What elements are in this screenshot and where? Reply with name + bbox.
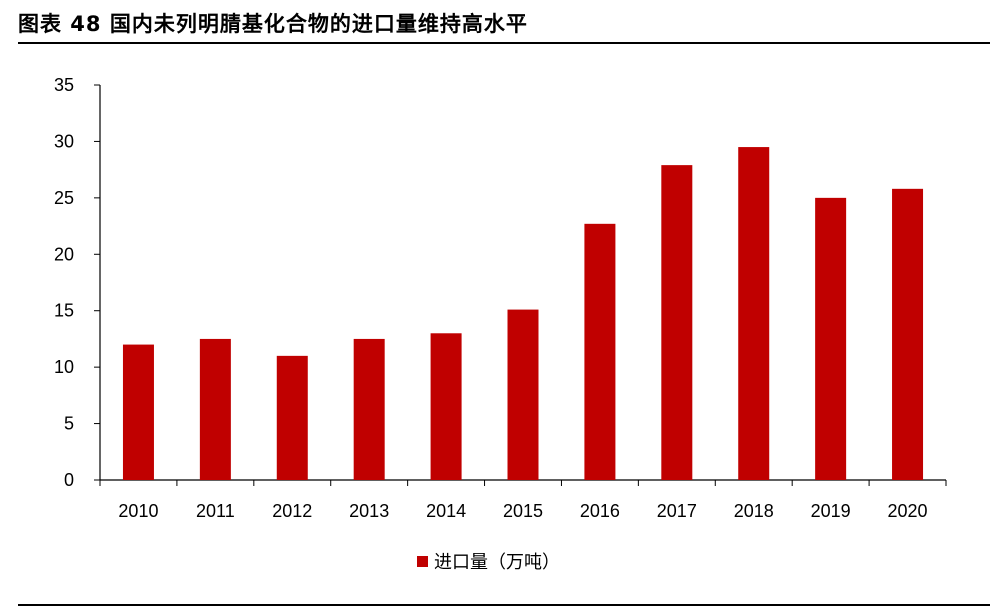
footer-divider (18, 604, 990, 606)
bar-2017 (661, 165, 693, 480)
y-tick-label: 5 (64, 414, 74, 434)
x-tick-label: 2012 (272, 501, 312, 521)
x-tick-label: 2020 (888, 501, 928, 521)
y-tick-label: 15 (54, 301, 74, 321)
bar-2016 (584, 223, 616, 481)
y-tick-label: 0 (64, 470, 74, 490)
y-tick-label: 25 (54, 188, 74, 208)
bar-2010 (122, 344, 154, 480)
y-tick-label: 30 (54, 131, 74, 151)
y-tick-label: 35 (54, 75, 74, 95)
legend-swatch (417, 555, 428, 567)
bar-2018 (738, 147, 770, 481)
x-tick-label: 2019 (811, 501, 851, 521)
x-tick-label: 2011 (196, 501, 235, 521)
y-tick-label: 20 (54, 244, 74, 264)
legend-label: 进口量（万吨） (434, 552, 560, 573)
x-tick-label: 2010 (118, 501, 158, 521)
bar-series (122, 147, 924, 481)
y-axis-ticks: 0 5 10 15 20 25 30 35 (54, 75, 100, 490)
chart-title: 图表 48 国内未列明腈基化合物的进口量维持高水平 (18, 12, 528, 36)
x-axis-ticks: 2010 2011 2012 2013 2014 2015 2016 2017 2018 2019… (99, 480, 947, 521)
bar-2012 (276, 355, 308, 480)
y-tick-label: 10 (54, 357, 74, 377)
x-tick-label: 2015 (503, 501, 543, 521)
bar-2011 (199, 338, 231, 480)
x-tick-label: 2016 (580, 501, 620, 521)
bar-2013 (353, 338, 385, 480)
x-tick-label: 2014 (426, 501, 466, 521)
bar-2014 (430, 333, 462, 480)
x-tick-label: 2017 (657, 501, 697, 521)
chart-legend: 进口量（万吨） (417, 548, 560, 574)
title-divider (18, 42, 990, 44)
bar-2020 (892, 188, 924, 481)
x-tick-label: 2018 (734, 501, 774, 521)
bar-2015 (507, 309, 539, 480)
bar-2019 (815, 197, 847, 480)
x-tick-label: 2013 (349, 501, 389, 521)
